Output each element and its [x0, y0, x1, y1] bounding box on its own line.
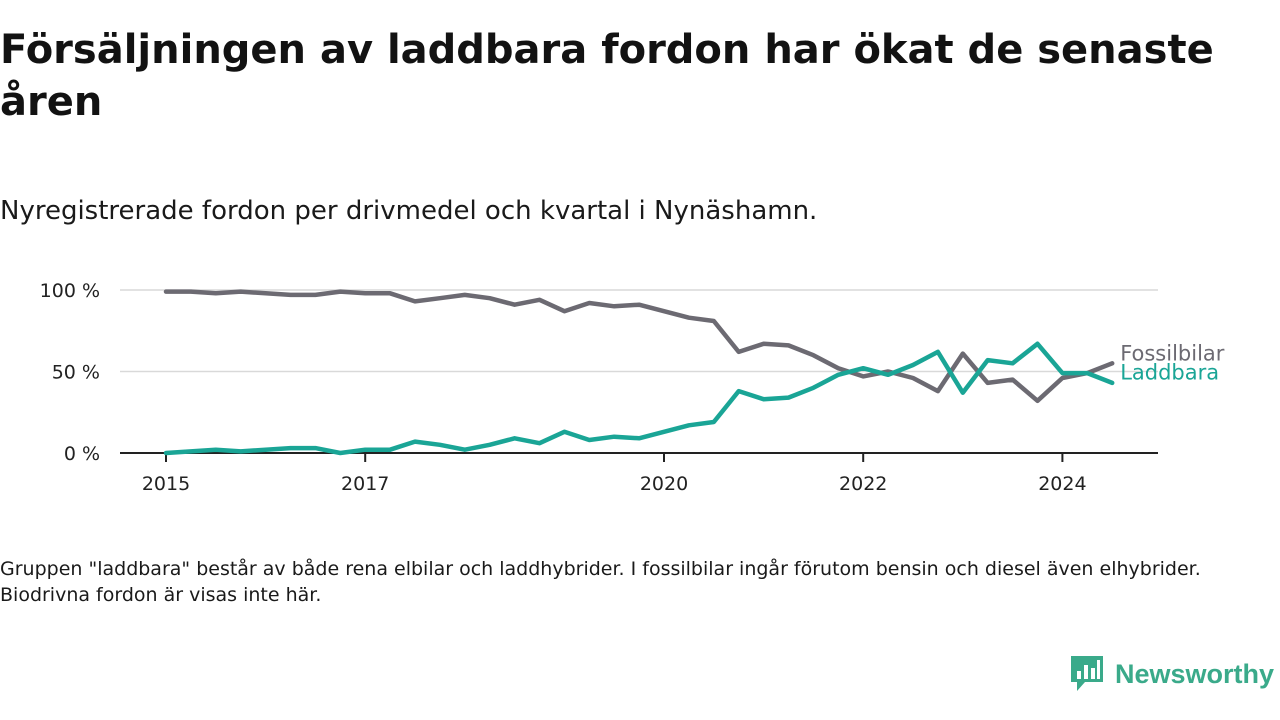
y-tick-label: 50 % [52, 362, 100, 384]
series-label-fossilbilar: Fossilbilar [1120, 341, 1225, 365]
y-tick-label: 0 % [64, 443, 100, 465]
chart-subtitle: Nyregistrerade fordon per drivmedel och … [0, 196, 818, 226]
x-tick-label: 2022 [839, 473, 887, 495]
series-line-laddbara [163, 341, 1115, 456]
chart-title: Försäljningen av laddbara fordon har öka… [0, 27, 1214, 125]
brand-logo: Newsworthy [1069, 654, 1274, 694]
axes: 0 % 50 % 100 % 2015 2017 2020 2022 2024 [40, 280, 1158, 495]
line-chart: 0 % 50 % 100 % 2015 2017 2020 2022 2024 Fossilb… [40, 280, 1225, 495]
series-label-laddbara: Laddbara [1120, 360, 1219, 384]
footnote: Gruppen "laddbara" består av både rena e… [0, 558, 1201, 606]
newsworthy-logo-icon [1070, 656, 1103, 691]
y-tick-label: 100 % [40, 280, 100, 302]
x-tick-label: 2015 [142, 473, 190, 495]
x-tick-label: 2020 [640, 473, 688, 495]
x-tick-label: 2017 [341, 473, 389, 495]
brand-name: Newsworthy [1114, 658, 1274, 689]
x-tick-label: 2024 [1038, 473, 1086, 495]
series-lines [163, 289, 1115, 456]
grid-lines [120, 289, 1158, 373]
series-line-fossilbilar [163, 289, 1115, 404]
